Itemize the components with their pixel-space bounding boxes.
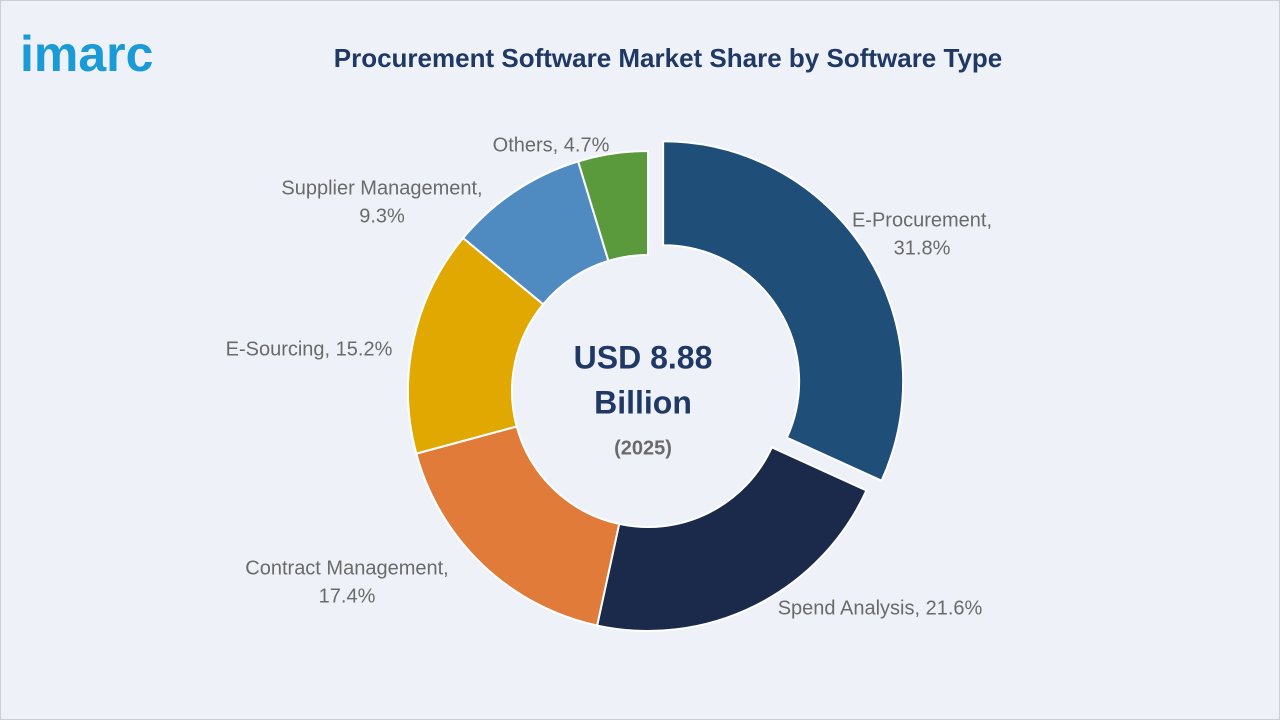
data-label: 31.8% <box>894 237 951 259</box>
donut <box>407 140 905 632</box>
logo: imarc <box>20 26 153 82</box>
slice <box>576 149 649 263</box>
center-unit: Billion <box>594 384 692 420</box>
data-label: E-Procurement, <box>852 209 992 231</box>
data-label: Contract Management, <box>245 557 448 579</box>
data-label: Others, 4.7% <box>493 134 610 156</box>
slice <box>595 446 868 632</box>
center-year: (2025) <box>614 437 672 459</box>
data-label: Supplier Management, <box>281 177 482 199</box>
slice <box>415 425 621 627</box>
center-value: USD 8.88 <box>574 339 713 375</box>
data-label: Spend Analysis, 21.6% <box>778 597 983 619</box>
chart-title: Procurement Software Market Share by Sof… <box>334 43 1003 73</box>
slice <box>662 140 905 483</box>
data-label: E-Sourcing, 15.2% <box>226 338 393 360</box>
data-label: 17.4% <box>319 585 376 607</box>
data-label: 9.3% <box>359 205 405 227</box>
